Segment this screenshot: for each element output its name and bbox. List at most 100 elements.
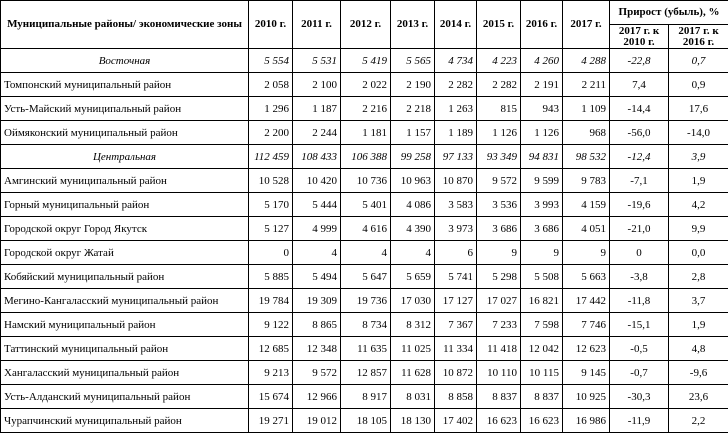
value-cell: 9,9	[668, 216, 728, 241]
value-cell: 5 508	[520, 264, 563, 289]
district-row: Чурапчинский муниципальный район 19 271 19…	[0, 408, 728, 433]
value-cell: 5 444	[292, 192, 341, 217]
value-cell: 5 647	[340, 264, 391, 289]
value-cell: 5 170	[248, 192, 293, 217]
value-cell: 10 872	[434, 360, 477, 385]
value-cell: -14,4	[609, 96, 669, 121]
header-cell: 2017 г. к 2016 г.	[668, 24, 728, 49]
name-cell: Хангаласский муниципальный район	[0, 360, 249, 385]
value-cell: 99 258	[390, 144, 435, 169]
value-cell: 1 263	[434, 96, 477, 121]
value-cell: 2 022	[340, 72, 391, 97]
value-cell: 4 390	[390, 216, 435, 241]
value-cell: -30,3	[609, 384, 669, 409]
value-cell: 2 211	[562, 72, 610, 97]
value-cell: 1 181	[340, 120, 391, 145]
value-cell: 4	[340, 240, 391, 265]
district-row: Городской округ Город Якутск 5 127 4 999 4 …	[0, 216, 728, 241]
value-cell: 7 233	[476, 312, 521, 337]
value-cell: -14,0	[668, 120, 728, 145]
name-cell: Городской округ Жатай	[0, 240, 249, 265]
value-cell: 19 736	[340, 288, 391, 313]
value-cell: 12 685	[248, 336, 293, 361]
value-cell: 7,4	[609, 72, 669, 97]
name-cell: Горный муниципальный район	[0, 192, 249, 217]
header-row: 2017 г. к 2010 г. 2017 г. к 2016 г.	[1, 24, 728, 49]
district-row: Мегино-Кангаласский муниципальный район 1…	[0, 288, 728, 313]
value-cell: 9 122	[248, 312, 293, 337]
value-cell: 17 027	[476, 288, 521, 313]
value-cell: 8 917	[340, 384, 391, 409]
value-cell: 8 858	[434, 384, 477, 409]
value-cell: 17 402	[434, 408, 477, 433]
value-cell: -22,8	[609, 48, 669, 73]
value-cell: 12 966	[292, 384, 341, 409]
district-row: Амгинский муниципальный район 10 528 10 42…	[0, 168, 728, 193]
value-cell: 9	[476, 240, 521, 265]
value-cell: 12 857	[340, 360, 391, 385]
value-cell: 3 993	[520, 192, 563, 217]
value-cell: 94 831	[520, 144, 563, 169]
value-cell: -21,0	[609, 216, 669, 241]
value-cell: 7 746	[562, 312, 610, 337]
value-cell: 5 298	[476, 264, 521, 289]
value-cell: 0,0	[668, 240, 728, 265]
district-row: Оймяконский муниципальный район 2 200 2 24…	[0, 120, 728, 145]
value-cell: 4 086	[390, 192, 435, 217]
value-cell: 11 025	[390, 336, 435, 361]
value-cell: 8 837	[476, 384, 521, 409]
value-cell: 4 223	[476, 48, 521, 73]
header-cell: 2014 г.	[434, 0, 477, 49]
value-cell: 19 271	[248, 408, 293, 433]
value-cell: 8 837	[520, 384, 563, 409]
table-header: Муниципальные районы/ экономические зоны…	[0, 0, 728, 49]
value-cell: 8 312	[390, 312, 435, 337]
name-cell: Усть-Алданский муниципальный район	[0, 384, 249, 409]
value-cell: 5 419	[340, 48, 391, 73]
value-cell: 9	[562, 240, 610, 265]
name-cell: Чурапчинский муниципальный район	[0, 408, 249, 433]
district-row: Усть-Майский муниципальный район 1 296 1 1…	[0, 96, 728, 121]
value-cell: 1,9	[668, 312, 728, 337]
value-cell: 5 663	[562, 264, 610, 289]
value-cell: 10 963	[390, 168, 435, 193]
zone-row: Восточная 5 554 5 531 5 419 5 565 4 734 4 223 4…	[0, 48, 728, 73]
value-cell: 2 058	[248, 72, 293, 97]
value-cell: 968	[562, 120, 610, 145]
value-cell: 98 532	[562, 144, 610, 169]
value-cell: 11 334	[434, 336, 477, 361]
value-cell: 16 623	[476, 408, 521, 433]
value-cell: 4	[292, 240, 341, 265]
value-cell: 3 686	[520, 216, 563, 241]
table-body: Восточная 5 554 5 531 5 419 5 565 4 734 4 223 4…	[0, 48, 728, 433]
value-cell: 7 367	[434, 312, 477, 337]
value-cell: 17,6	[668, 96, 728, 121]
value-cell: 18 130	[390, 408, 435, 433]
value-cell: 9 783	[562, 168, 610, 193]
value-cell: 10 925	[562, 384, 610, 409]
name-cell: Намский муниципальный район	[0, 312, 249, 337]
value-cell: 0	[609, 240, 669, 265]
name-cell: Восточная	[0, 48, 249, 73]
name-cell: Городской округ Город Якутск	[0, 216, 249, 241]
value-cell: 0,7	[668, 48, 728, 73]
value-cell: 7 598	[520, 312, 563, 337]
value-cell: 0,9	[668, 72, 728, 97]
value-cell: 18 105	[340, 408, 391, 433]
value-cell: 5 659	[390, 264, 435, 289]
value-cell: 4 159	[562, 192, 610, 217]
value-cell: 943	[520, 96, 563, 121]
name-cell: Кобяйский муниципальный район	[0, 264, 249, 289]
district-row: Кобяйский муниципальный район 5 885 5 494 5…	[0, 264, 728, 289]
value-cell: 2 244	[292, 120, 341, 145]
value-cell: 2 190	[390, 72, 435, 97]
value-cell: 4 260	[520, 48, 563, 73]
value-cell: 19 012	[292, 408, 341, 433]
value-cell: 3 536	[476, 192, 521, 217]
value-cell: -3,8	[609, 264, 669, 289]
value-cell: 2 191	[520, 72, 563, 97]
value-cell: 23,6	[668, 384, 728, 409]
value-cell: 10 110	[476, 360, 521, 385]
value-cell: 2 200	[248, 120, 293, 145]
